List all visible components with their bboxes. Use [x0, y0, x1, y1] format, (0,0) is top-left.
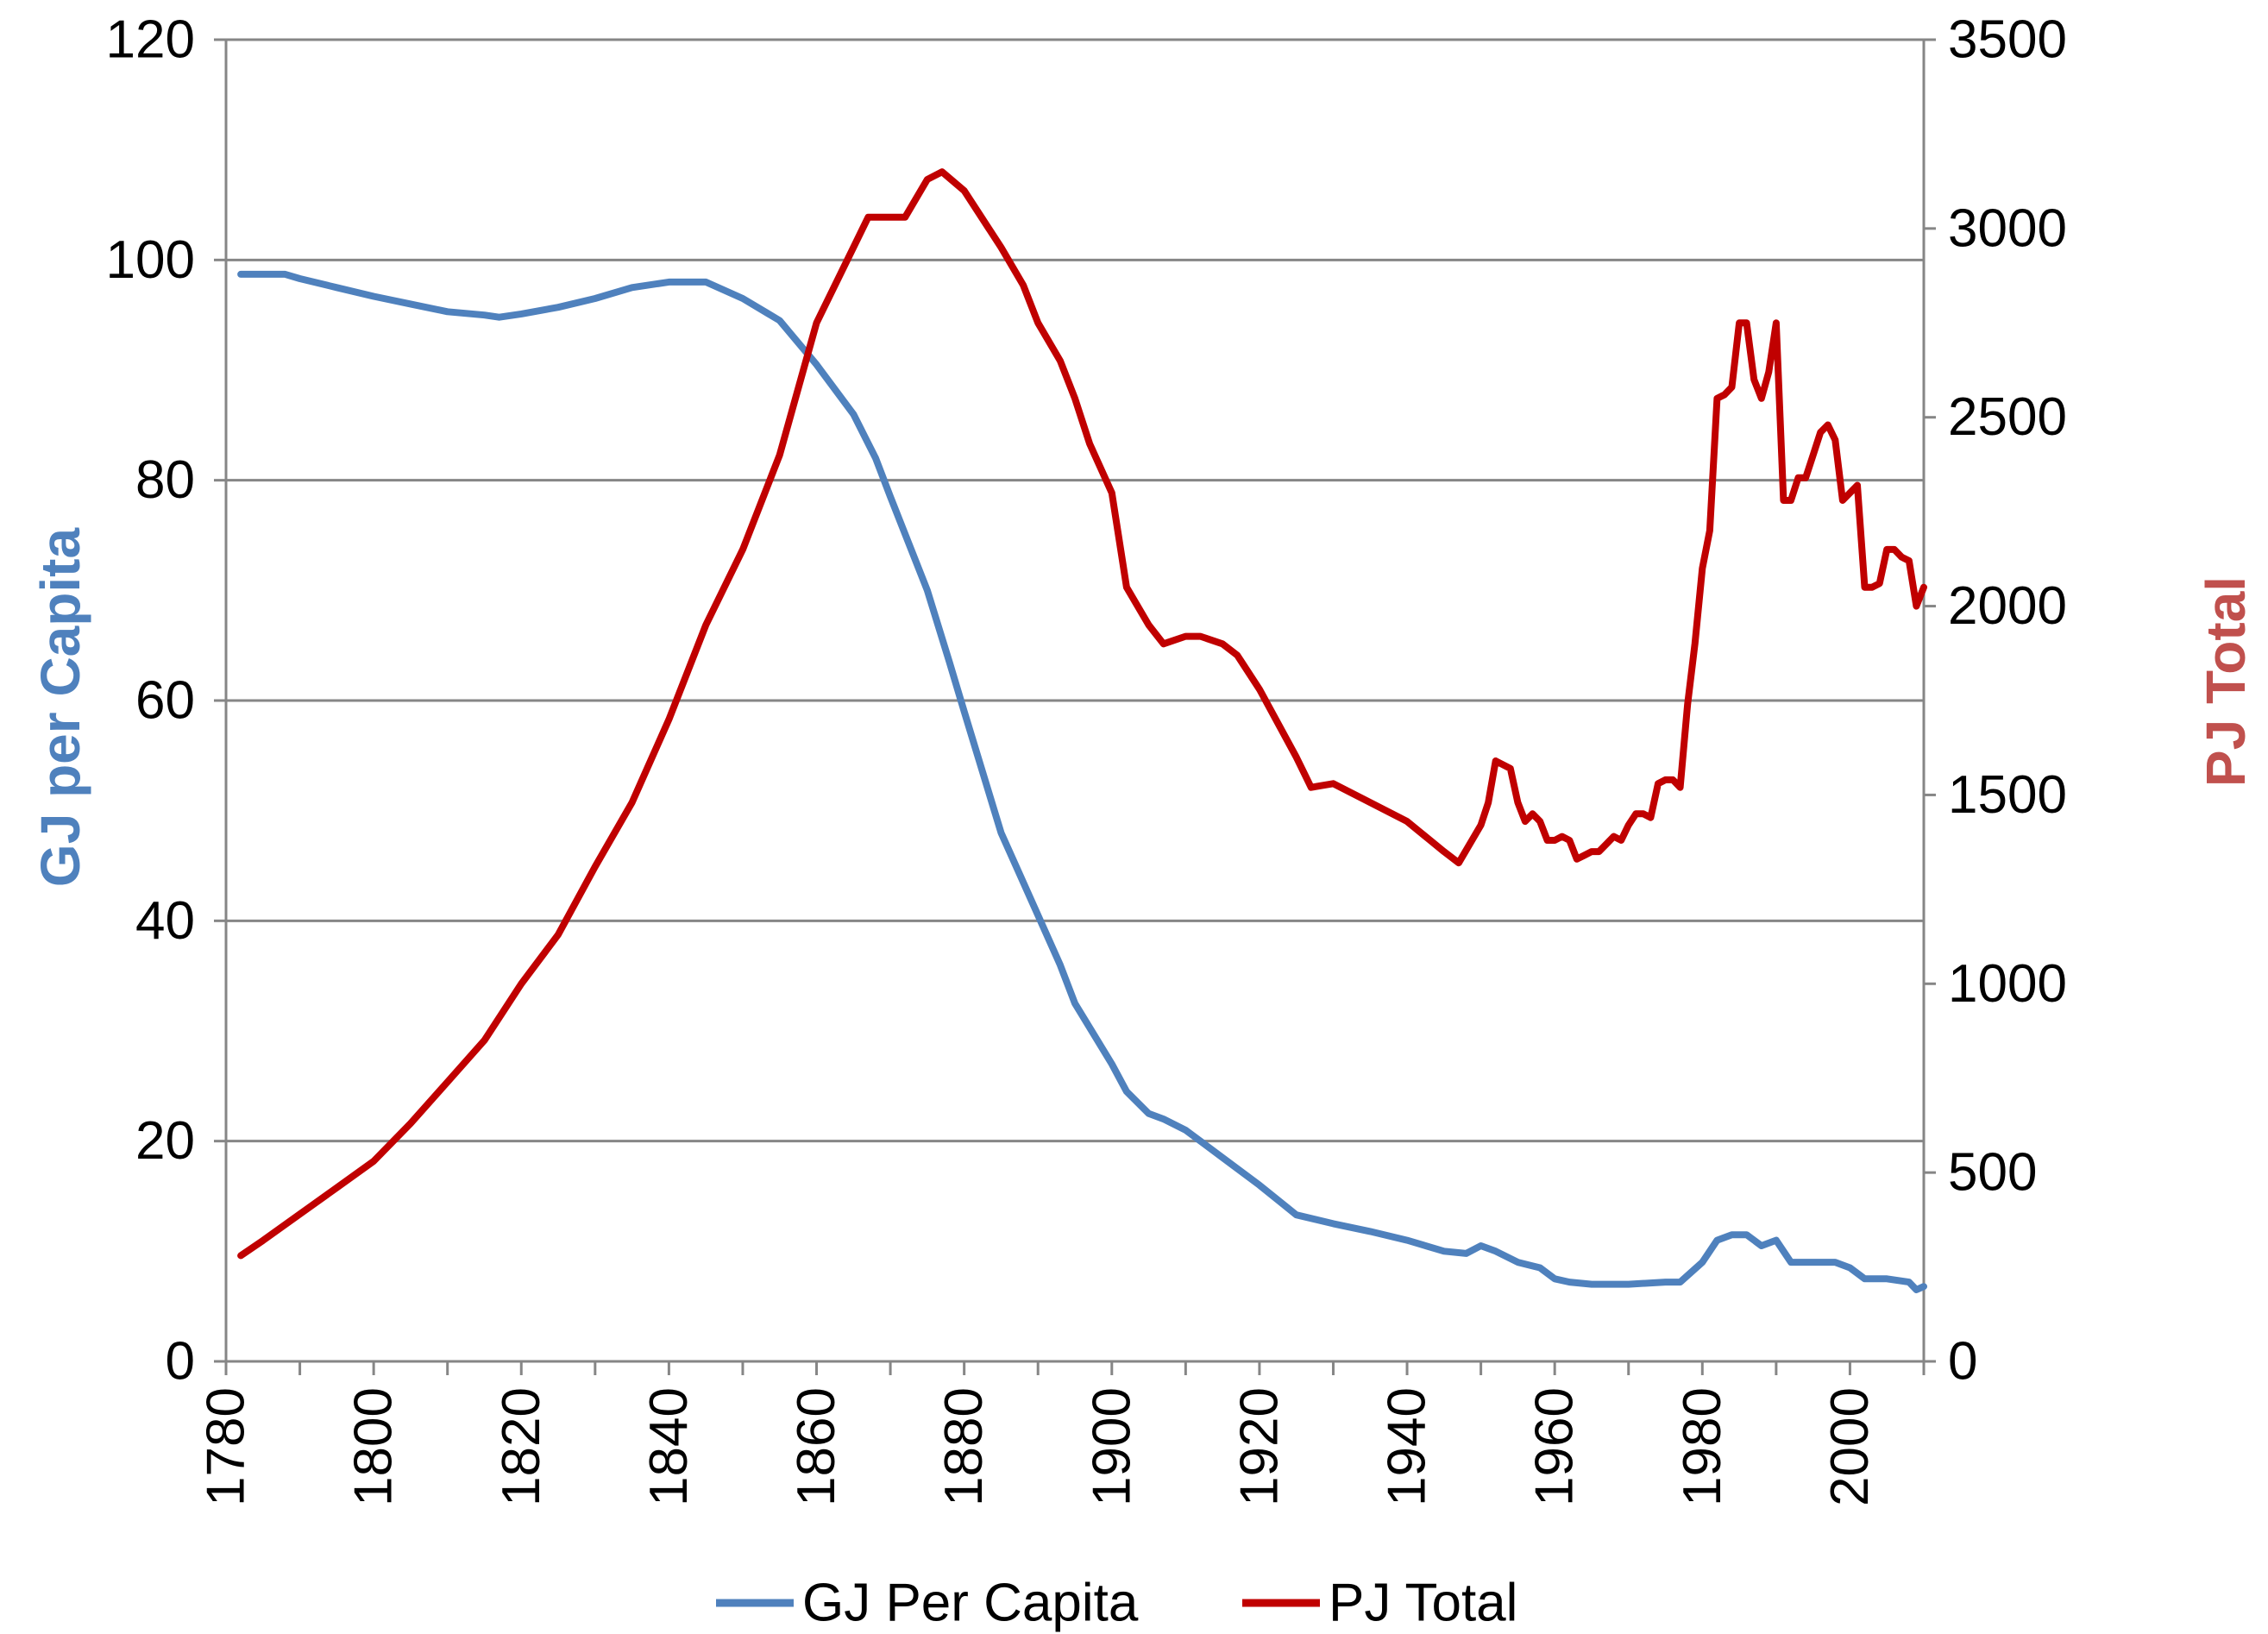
x-tick-label: 1820	[492, 1387, 551, 1506]
x-tick-label: 1840	[639, 1387, 699, 1506]
right-tick-label: 2500	[1948, 387, 2067, 447]
legend-label-gj-per-capita: GJ Per Capita	[802, 1574, 1139, 1633]
right-tick-label: 0	[1948, 1332, 1977, 1392]
right-tick-label: 3500	[1948, 10, 2067, 70]
left-tick-label: 100	[106, 230, 195, 290]
right-axis-title: PJ Total	[2195, 576, 2257, 787]
x-axis-ticks: 1780 1800 1820 1840 1860 1880 1900 1920 1940 1960…	[197, 1361, 1926, 1506]
legend-item-pj-total: PJ Total	[1242, 1574, 1517, 1633]
right-tick-label: 3000	[1948, 198, 2067, 258]
left-tick-label: 20	[135, 1111, 195, 1171]
legend: GJ Per Capita PJ Total	[716, 1574, 1517, 1633]
right-tick-label: 1500	[1948, 765, 2067, 825]
x-tick-label: 1940	[1378, 1387, 1437, 1506]
x-tick-label: 1860	[787, 1387, 846, 1506]
series-lines	[237, 168, 1927, 1293]
gridlines	[226, 38, 1924, 1143]
x-tick-label: 2000	[1820, 1387, 1880, 1506]
x-tick-label: 1980	[1673, 1387, 1732, 1506]
x-tick-label: 1800	[344, 1387, 404, 1506]
right-tick-label: 2000	[1948, 576, 2067, 636]
right-tick-label: 500	[1948, 1143, 2037, 1203]
x-tick-label: 1780	[197, 1387, 256, 1506]
series-line-pj-total	[237, 168, 1927, 1260]
right-axis-ticks: 0 500 1000 1500 2000 2500 3000 3500	[1924, 10, 2067, 1392]
x-tick-label: 1880	[934, 1387, 994, 1506]
left-tick-label: 120	[106, 10, 195, 70]
legend-item-gj-per-capita: GJ Per Capita	[716, 1574, 1139, 1633]
left-axis-title: GJ per Capita	[29, 528, 91, 888]
left-tick-label: 40	[135, 891, 195, 951]
left-tick-label: 80	[135, 450, 195, 510]
x-tick-label: 1920	[1229, 1387, 1289, 1506]
right-tick-label: 1000	[1948, 954, 2067, 1014]
left-axis-ticks: 0 20 40 60 80 100 120	[106, 10, 226, 1392]
x-tick-label: 1900	[1082, 1387, 1141, 1506]
left-tick-label: 60	[135, 671, 195, 731]
legend-label-pj-total: PJ Total	[1329, 1574, 1517, 1633]
series-line-gj-per-capita	[237, 270, 1927, 1293]
left-tick-label: 0	[166, 1332, 195, 1392]
x-tick-label: 1960	[1525, 1387, 1585, 1506]
